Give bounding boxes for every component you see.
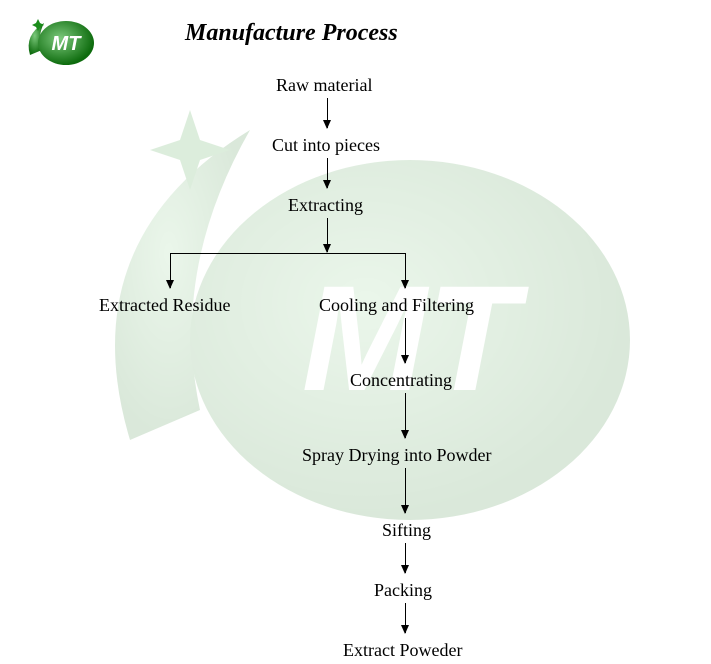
arrow-6-7 [405, 393, 406, 438]
arrow-7-8 [405, 468, 406, 513]
page-title: Manufacture Process [185, 20, 398, 47]
node-cooling-filtering: Cooling and Filtering [319, 295, 474, 316]
branch-hline [170, 253, 405, 254]
arrow-branch-right [405, 253, 406, 288]
flowchart-container: Raw material Cut into pieces Extracting … [0, 0, 711, 664]
arrow-9-10 [405, 603, 406, 633]
arrow-2-3 [327, 158, 328, 188]
node-packing: Packing [374, 580, 432, 601]
arrow-5-6 [405, 318, 406, 363]
arrow-branch-left [170, 253, 171, 288]
node-spray-drying: Spray Drying into Powder [302, 445, 491, 466]
node-sifting: Sifting [382, 520, 431, 541]
arrow-3-branch [327, 218, 328, 252]
arrow-8-9 [405, 543, 406, 573]
node-raw-material: Raw material [276, 75, 372, 96]
node-cut-into-pieces: Cut into pieces [272, 135, 380, 156]
node-extracting: Extracting [288, 195, 363, 216]
arrow-1-2 [327, 98, 328, 128]
node-extract-powder: Extract Poweder [343, 640, 462, 661]
node-concentrating: Concentrating [350, 370, 452, 391]
node-extracted-residue: Extracted Residue [99, 295, 230, 316]
